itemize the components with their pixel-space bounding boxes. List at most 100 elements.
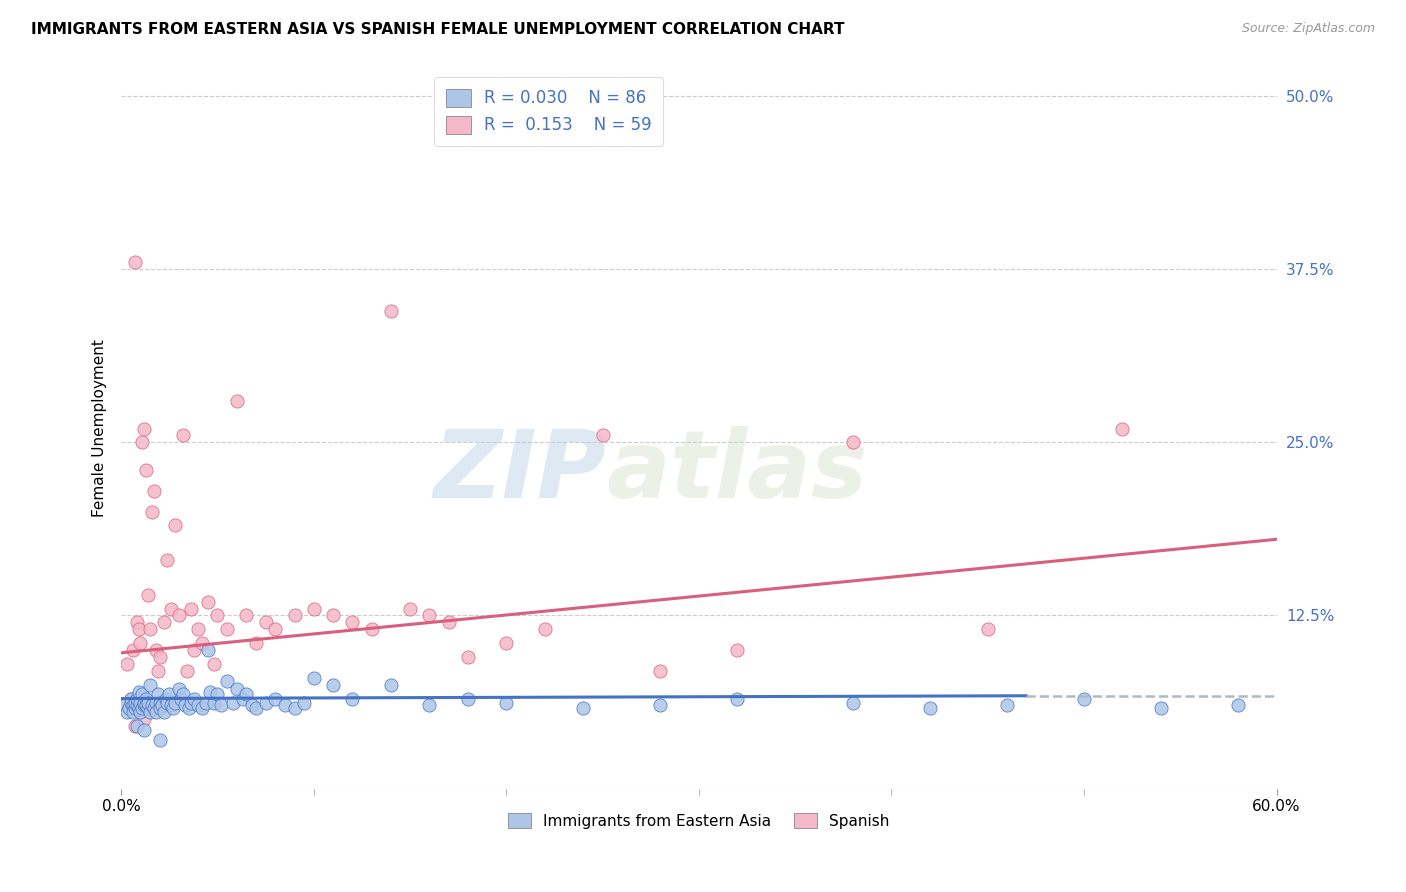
Point	[128, 701, 150, 715]
Point	[183, 643, 205, 657]
Point	[129, 706, 152, 720]
Point	[207, 687, 229, 701]
Point	[149, 733, 172, 747]
Point	[167, 681, 190, 696]
Point	[217, 673, 239, 688]
Point	[142, 483, 165, 498]
Point	[129, 636, 152, 650]
Point	[1073, 691, 1095, 706]
Point	[191, 701, 214, 715]
Point	[141, 698, 163, 713]
Point	[134, 421, 156, 435]
Point	[302, 671, 325, 685]
Point	[160, 698, 183, 713]
Point	[131, 435, 153, 450]
Text: IMMIGRANTS FROM EASTERN ASIA VS SPANISH FEMALE UNEMPLOYMENT CORRELATION CHART: IMMIGRANTS FROM EASTERN ASIA VS SPANISH …	[31, 22, 845, 37]
Point	[124, 719, 146, 733]
Point	[131, 701, 153, 715]
Point	[225, 393, 247, 408]
Point	[180, 601, 202, 615]
Point	[322, 608, 344, 623]
Point	[134, 696, 156, 710]
Point	[222, 696, 245, 710]
Point	[292, 696, 315, 710]
Point	[146, 664, 169, 678]
Point	[342, 691, 364, 706]
Point	[592, 428, 614, 442]
Point	[322, 678, 344, 692]
Text: atlas: atlas	[606, 425, 868, 517]
Point	[976, 622, 998, 636]
Point	[274, 698, 297, 713]
Point	[650, 664, 672, 678]
Point	[217, 622, 239, 636]
Point	[187, 698, 209, 713]
Point	[125, 691, 148, 706]
Point	[136, 588, 159, 602]
Point	[650, 698, 672, 713]
Point	[207, 608, 229, 623]
Point	[146, 687, 169, 701]
Point	[128, 622, 150, 636]
Y-axis label: Female Unemployment: Female Unemployment	[93, 340, 107, 517]
Point	[235, 687, 257, 701]
Point	[302, 601, 325, 615]
Point	[170, 691, 193, 706]
Point	[191, 636, 214, 650]
Point	[139, 706, 162, 720]
Point	[918, 701, 941, 715]
Point	[134, 723, 156, 738]
Point	[209, 698, 232, 713]
Point	[160, 601, 183, 615]
Point	[231, 691, 253, 706]
Point	[125, 698, 148, 713]
Point	[115, 706, 138, 720]
Point	[1111, 421, 1133, 435]
Point	[165, 696, 187, 710]
Point	[156, 553, 179, 567]
Point	[135, 691, 157, 706]
Point	[457, 650, 479, 665]
Point	[197, 594, 219, 608]
Point	[572, 701, 595, 715]
Point	[142, 701, 165, 715]
Point	[115, 657, 138, 671]
Point	[264, 622, 287, 636]
Point	[128, 684, 150, 698]
Point	[283, 701, 305, 715]
Text: Source: ZipAtlas.com: Source: ZipAtlas.com	[1241, 22, 1375, 36]
Point	[225, 681, 247, 696]
Point	[134, 712, 156, 726]
Point	[254, 615, 277, 630]
Point	[118, 698, 141, 713]
Point	[121, 643, 143, 657]
Point	[842, 435, 865, 450]
Point	[165, 518, 187, 533]
Point	[149, 701, 172, 715]
Point	[418, 698, 440, 713]
Point	[135, 463, 157, 477]
Point	[194, 696, 217, 710]
Point	[149, 650, 172, 665]
Point	[167, 608, 190, 623]
Point	[129, 696, 152, 710]
Point	[725, 643, 748, 657]
Point	[995, 698, 1018, 713]
Point	[437, 615, 460, 630]
Point	[360, 622, 382, 636]
Point	[495, 696, 517, 710]
Point	[725, 691, 748, 706]
Point	[121, 706, 143, 720]
Point	[180, 696, 202, 710]
Point	[129, 691, 152, 706]
Point	[125, 615, 148, 630]
Point	[156, 696, 179, 710]
Point	[145, 643, 167, 657]
Point	[380, 303, 402, 318]
Point	[131, 687, 153, 701]
Point	[136, 701, 159, 715]
Point	[120, 696, 142, 710]
Point	[114, 698, 136, 713]
Point	[176, 664, 198, 678]
Point	[172, 687, 194, 701]
